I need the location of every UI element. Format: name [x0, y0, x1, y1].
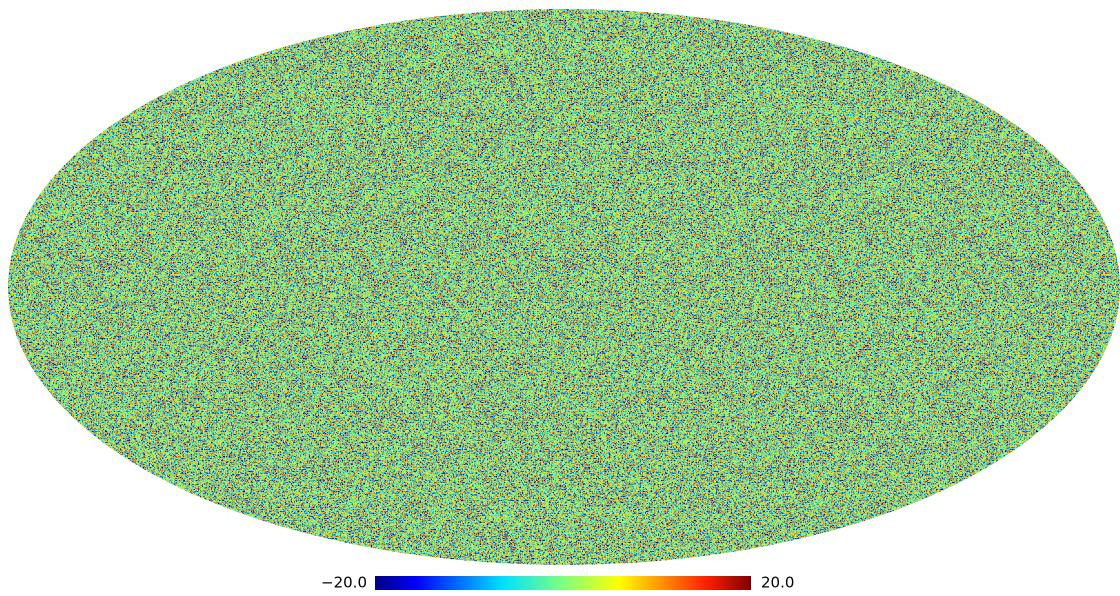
noise-field	[8, 9, 1120, 565]
colorbar	[375, 576, 751, 590]
colorbar-min-label: −20.0	[321, 574, 367, 592]
mollweide-projection	[8, 9, 1120, 565]
colorbar-max-label: 20.0	[761, 574, 794, 592]
